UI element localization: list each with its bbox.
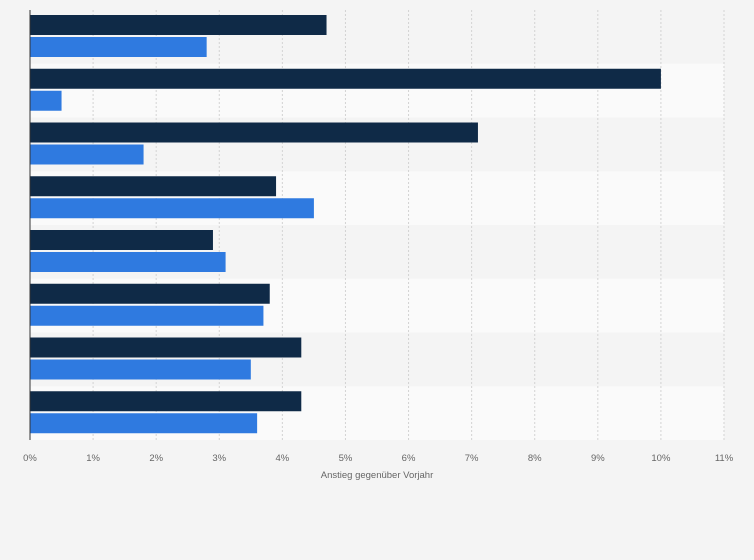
x-tick-label: 4% — [275, 453, 289, 464]
bar — [30, 413, 258, 434]
x-tick-label: 2% — [149, 453, 163, 464]
bar — [30, 337, 302, 358]
bar — [30, 391, 302, 412]
bar — [30, 90, 62, 111]
bar — [30, 230, 213, 250]
bar — [30, 252, 226, 272]
x-tick-label: 6% — [402, 453, 416, 464]
bar — [30, 305, 264, 326]
bar — [30, 359, 251, 380]
x-tick-label: 3% — [212, 453, 226, 464]
bar — [30, 122, 478, 143]
x-axis-title: Anstieg gegenüber Vorjahr — [321, 470, 434, 481]
x-tick-label: 8% — [528, 453, 542, 464]
x-tick-label: 9% — [591, 453, 605, 464]
x-tick-label: 10% — [651, 453, 671, 464]
bar — [30, 37, 207, 57]
bar — [30, 15, 327, 35]
x-tick-label: 5% — [339, 453, 353, 464]
bar — [30, 68, 661, 89]
bar — [30, 283, 270, 304]
x-tick-labels: 0% 1% 2% 3% 4% 5% 6% 7% 8% 9% 10% 11% — [23, 453, 734, 464]
bar — [30, 176, 277, 197]
x-tick-label: 11% — [715, 453, 734, 464]
bars — [30, 15, 661, 434]
x-tick-label: 0% — [23, 453, 37, 464]
bar — [30, 144, 144, 165]
bar — [30, 198, 314, 219]
x-tick-label: 7% — [465, 453, 479, 464]
x-tick-label: 1% — [86, 453, 100, 464]
